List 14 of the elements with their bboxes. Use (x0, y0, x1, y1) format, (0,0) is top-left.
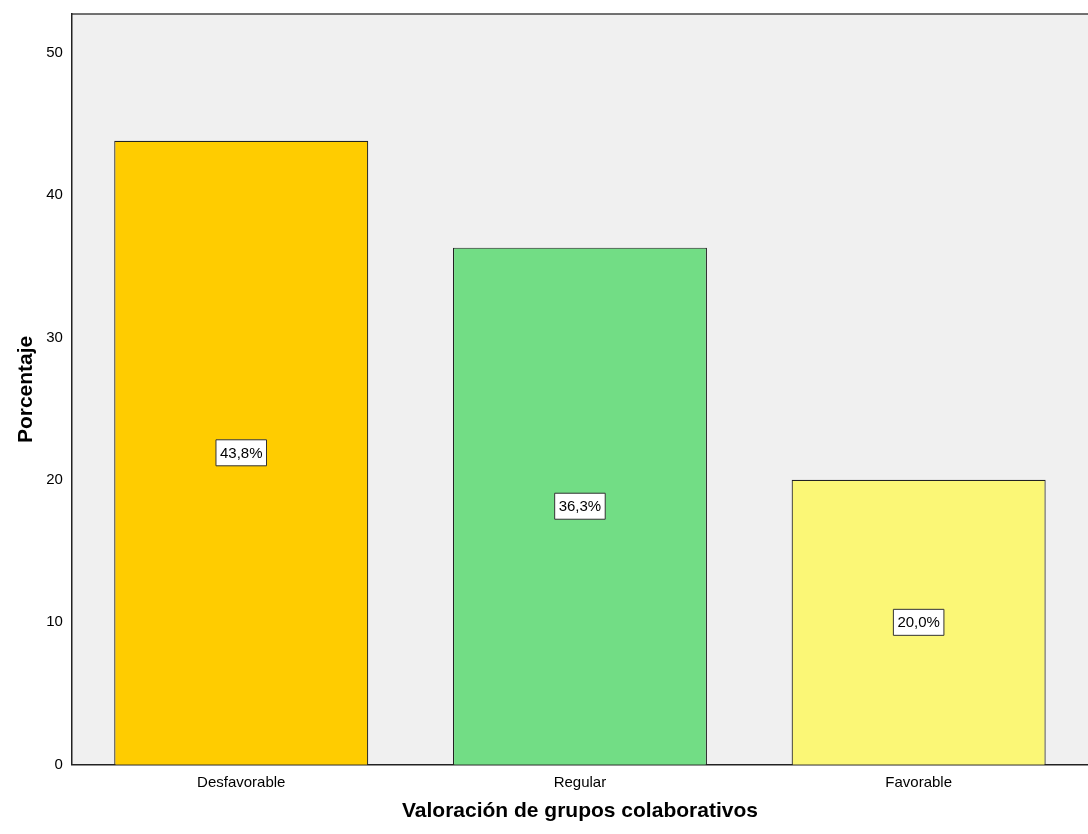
y-tick-label: 20 (46, 470, 63, 488)
x-axis-title: Valoración de grupos colaborativos (401, 798, 758, 822)
x-tick-label: Desfavorable (197, 772, 286, 790)
y-tick-label: 0 (54, 754, 63, 772)
x-tick-label: Favorable (885, 772, 952, 790)
y-tick-label: 10 (46, 612, 63, 630)
y-axis-title: Porcentaje (13, 335, 37, 444)
y-tick-label: 30 (46, 327, 63, 345)
data-label: 43,8% (219, 443, 263, 461)
y-tick-label: 50 (46, 42, 63, 60)
x-tick-label: Regular (553, 772, 607, 790)
data-label: 36,3% (558, 497, 602, 515)
data-label: 20,0% (897, 613, 940, 631)
y-tick-label: 40 (46, 185, 63, 203)
